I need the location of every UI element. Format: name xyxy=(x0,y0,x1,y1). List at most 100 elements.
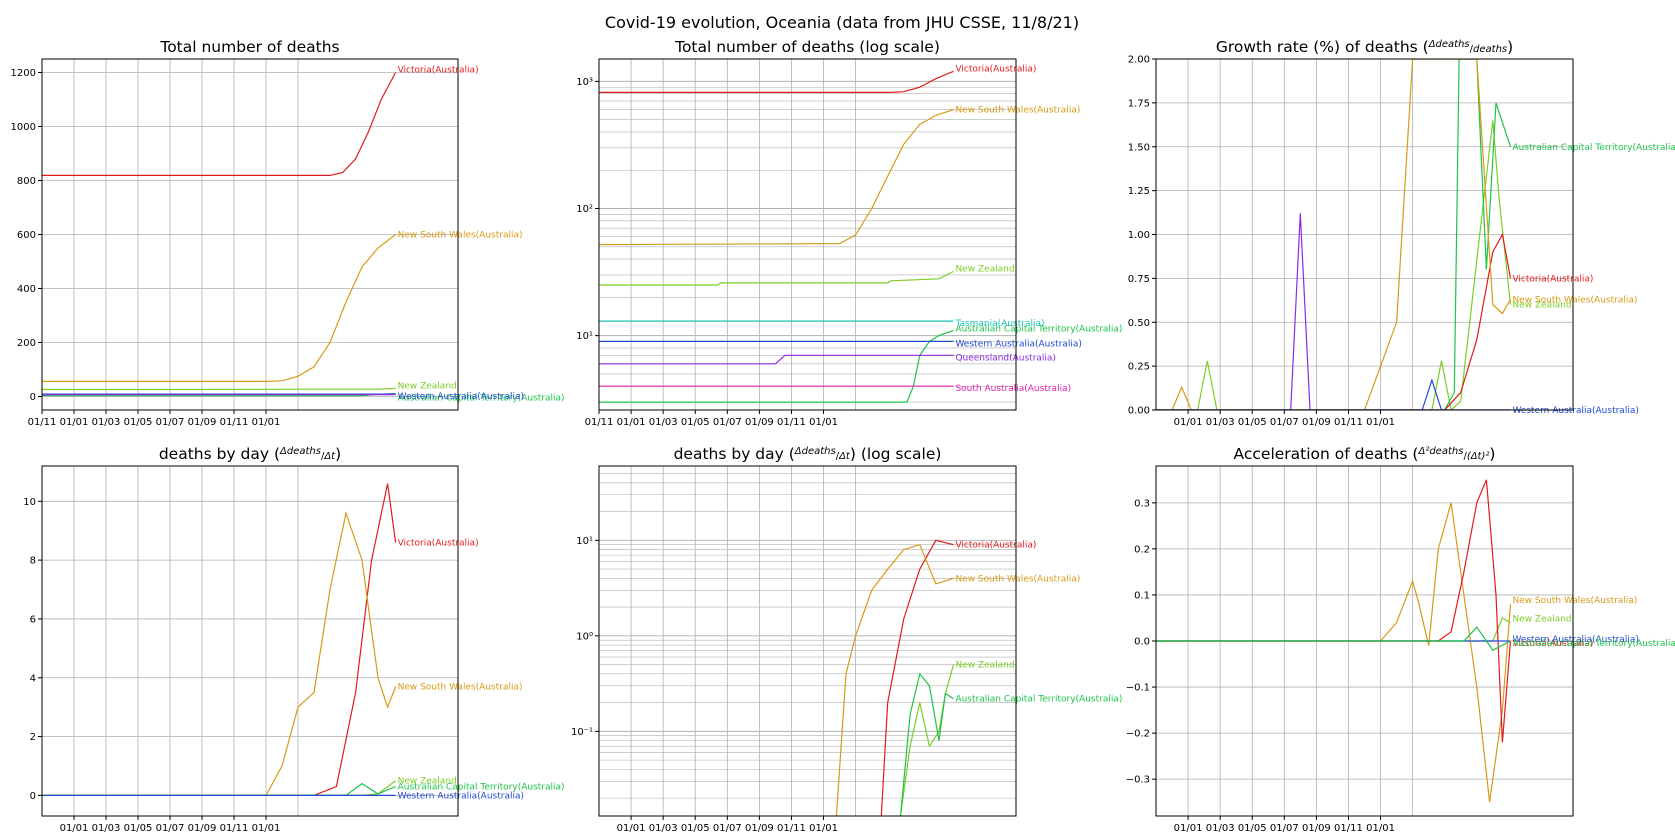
y-tick-label: 10¹ xyxy=(576,536,593,547)
y-tick-label: 10 xyxy=(23,497,36,508)
chart-panel-total: Victoria(Australia) New South Wales(Austr… xyxy=(11,38,565,428)
y-tick-label: 4 xyxy=(30,673,36,684)
series-line-australian-capital-territory-australia xyxy=(1156,59,1512,410)
series-label: New Zealand xyxy=(955,264,1014,274)
y-tick-label: 600 xyxy=(17,230,36,241)
x-tick-label: 01/05 xyxy=(681,823,710,834)
x-tick-label: 01/01 xyxy=(60,417,89,428)
y-tick-label: 1.75 xyxy=(1128,98,1150,109)
chart-title: deaths by day (Δdeaths/Δt) (log scale) xyxy=(674,445,942,463)
y-tick-label: 0.00 xyxy=(1128,406,1150,417)
x-tick-label: 01/01 xyxy=(252,417,281,428)
series-label: Victoria(Australia) xyxy=(398,66,479,76)
chart-title: Total number of deaths (log scale) xyxy=(674,38,940,56)
series-line-new-zealand xyxy=(899,664,955,816)
series-label: Victoria(Australia) xyxy=(955,541,1036,551)
series-line-new-south-wales-australia xyxy=(1156,59,1512,410)
series-line-new-zealand xyxy=(1156,617,1511,642)
series-line-australian-capital-territory-australia xyxy=(1156,626,1511,651)
x-tick-label: 01/01 xyxy=(617,823,646,834)
series-label: Australian Capital Territory(Australia) xyxy=(955,695,1122,705)
y-tick-label: 1000 xyxy=(11,122,36,133)
x-tick-label: 01/11 xyxy=(777,823,806,834)
y-tick-label: −0.3 xyxy=(1126,775,1150,786)
series-line-new-zealand xyxy=(599,270,954,286)
x-tick-label: 01/09 xyxy=(1302,823,1331,834)
chart-title: deaths by day (Δdeaths/Δt) xyxy=(159,445,341,463)
y-tick-label: 2 xyxy=(30,732,36,743)
x-tick-label: 01/07 xyxy=(156,823,185,834)
y-tick-label: 0.1 xyxy=(1134,590,1150,601)
x-tick-label: 01/03 xyxy=(1206,823,1235,834)
y-tick-label: 0.0 xyxy=(1134,637,1150,648)
x-tick-label: 01/03 xyxy=(92,417,121,428)
series-label: New South Wales(Australia) xyxy=(955,106,1080,116)
series-line-new-zealand xyxy=(42,387,396,391)
series-label: Tasmania(Australia) xyxy=(954,319,1044,329)
series-label: Western Australia(Australia) xyxy=(398,392,524,402)
axes-frame xyxy=(598,465,1017,817)
y-tick-label: 0 xyxy=(30,791,36,802)
x-tick-label: 01/05 xyxy=(124,823,153,834)
series-label: New South Wales(Australia) xyxy=(398,231,523,241)
x-tick-label: 01/09 xyxy=(745,823,774,834)
series-line-new-south-wales-australia xyxy=(42,234,396,382)
series-label: Queensland(Australia) xyxy=(955,353,1056,363)
x-tick-label: 01/03 xyxy=(649,823,678,834)
y-tick-label: 0.50 xyxy=(1128,318,1150,329)
series-line-new-south-wales-australia xyxy=(599,109,954,246)
series-label: New South Wales(Australia) xyxy=(1512,596,1637,606)
series-label: Western Australia(Australia) xyxy=(1512,406,1638,416)
y-tick-label: 0.3 xyxy=(1134,498,1150,509)
x-tick-label: 01/07 xyxy=(713,823,742,834)
chart-panel-totallog: Victoria(Australia) New South Wales(Austr… xyxy=(576,38,1122,428)
series-label: New Zealand xyxy=(955,661,1014,671)
y-tick-label: 1.25 xyxy=(1128,186,1150,197)
x-tick-label: 01/11 xyxy=(585,417,614,428)
y-tick-label: 0.75 xyxy=(1128,274,1150,285)
series-label: Western Australia(Australia) xyxy=(398,791,524,801)
chart-title: Acceleration of deaths (Δ²deaths/(Δt)²) xyxy=(1234,445,1496,463)
x-tick-label: 01/01 xyxy=(252,823,281,834)
series-label: Western Australia(Australia) xyxy=(1512,635,1638,645)
series-line-new-south-wales-australia xyxy=(42,510,397,797)
chart-title: Total number of deaths xyxy=(159,38,339,56)
series-line-victoria-australia xyxy=(880,539,954,816)
y-tick-label: 0.25 xyxy=(1128,362,1150,373)
series-line-victoria-australia xyxy=(42,72,397,176)
series-label: Australian Capital Territory(Australia) xyxy=(398,783,565,793)
chart-title: Growth rate (%) of deaths (Δdeaths/death… xyxy=(1216,38,1513,56)
series-label: Australian Capital Territory(Australia) xyxy=(955,324,1122,334)
series-label: Victoria(Australia) xyxy=(955,64,1036,74)
series-line-queensland-australia xyxy=(1156,213,1511,410)
x-tick-label: 01/01 xyxy=(617,417,646,428)
x-tick-label: 01/03 xyxy=(92,823,121,834)
series-label: Australian Capital Territory(Australia) xyxy=(1512,143,1675,153)
x-tick-label: 01/05 xyxy=(124,417,153,428)
series-label: Australian Capital Territory(Australia) xyxy=(398,394,565,404)
x-tick-label: 01/01 xyxy=(1366,417,1395,428)
y-tick-label: 1200 xyxy=(11,68,36,79)
figure-title: Covid-19 evolution, Oceania (data from J… xyxy=(605,13,1079,32)
y-tick-label: 2.00 xyxy=(1128,55,1150,66)
y-tick-label: 800 xyxy=(17,176,36,187)
series-line-australian-capital-territory-australia xyxy=(899,672,954,816)
x-tick-label: 01/01 xyxy=(1366,823,1395,834)
x-tick-label: 01/11 xyxy=(777,417,806,428)
axes-frame xyxy=(598,58,1017,411)
x-tick-label: 01/11 xyxy=(1334,823,1363,834)
x-tick-label: 01/09 xyxy=(1302,417,1331,428)
series-line-australian-capital-territory-australia xyxy=(42,782,396,797)
x-tick-label: 01/11 xyxy=(220,417,249,428)
series-line-western-australia-australia xyxy=(1156,378,1511,410)
chart-panel-bydaylog: Victoria(Australia) New South Wales(Austr… xyxy=(571,445,1122,834)
y-tick-label: 10¹ xyxy=(576,331,593,342)
x-tick-label: 01/01 xyxy=(1174,417,1203,428)
x-tick-label: 01/05 xyxy=(1238,823,1267,834)
series-line-victoria-australia xyxy=(1156,232,1512,410)
series-label: Victoria(Australia) xyxy=(1512,639,1593,649)
y-tick-label: 0.2 xyxy=(1134,544,1150,555)
series-label: Victoria(Australia) xyxy=(1512,274,1593,284)
axes-frame xyxy=(41,465,459,817)
series-label: Australian Capital Territory(Australia) xyxy=(1512,639,1675,649)
